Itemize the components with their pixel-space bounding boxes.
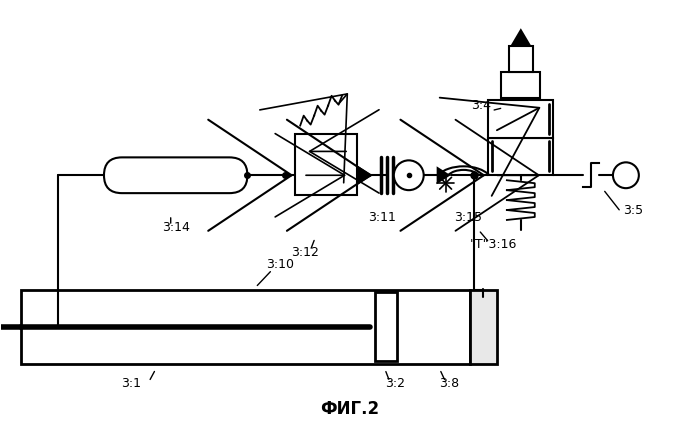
Text: 3:4: 3:4	[471, 99, 491, 112]
Text: 3:11: 3:11	[368, 211, 396, 224]
Bar	[501, 72, 540, 98]
Text: 3:12: 3:12	[291, 246, 319, 259]
Text: 3:14: 3:14	[161, 221, 189, 234]
Text: "T"3:16: "T"3:16	[470, 238, 517, 251]
Text: ФИГ.2: ФИГ.2	[320, 400, 380, 418]
Bar	[489, 138, 553, 175]
Polygon shape	[511, 28, 531, 45]
Bar	[295, 133, 357, 195]
Bar	[509, 46, 533, 72]
Bar	[21, 290, 470, 364]
Polygon shape	[437, 166, 451, 184]
FancyBboxPatch shape	[104, 157, 247, 193]
Text: 3:1: 3:1	[121, 378, 141, 390]
Text: 3:8: 3:8	[440, 378, 460, 390]
Text: 3:10: 3:10	[266, 258, 294, 271]
Polygon shape	[357, 165, 373, 185]
Text: 3:5: 3:5	[623, 203, 643, 217]
Bar	[375, 293, 397, 361]
Bar	[470, 290, 498, 364]
Text: 3:2: 3:2	[385, 378, 405, 390]
Circle shape	[613, 162, 639, 188]
Text: 3:15: 3:15	[454, 211, 482, 224]
Bar	[489, 100, 553, 138]
Circle shape	[394, 160, 424, 190]
